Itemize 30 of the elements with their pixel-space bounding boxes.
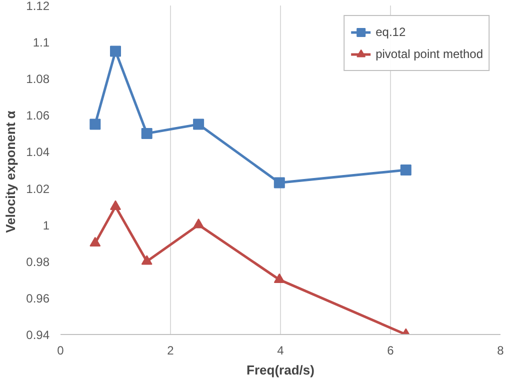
y-tick-label: 1.06 xyxy=(26,108,50,123)
y-tick-label: 1 xyxy=(42,218,50,232)
y-tick-label: 0.94 xyxy=(26,328,50,342)
x-tick-label: 2 xyxy=(167,344,174,358)
point xyxy=(141,128,152,139)
y-tick-label: 0.96 xyxy=(26,291,50,306)
x-tick-label: 0 xyxy=(57,344,64,358)
point xyxy=(274,177,285,188)
point xyxy=(90,236,101,246)
point xyxy=(110,200,121,210)
x-tick-label: 8 xyxy=(497,344,504,358)
legend-label: eq.12 xyxy=(376,25,406,39)
point xyxy=(274,273,285,284)
x-axis-title: Freq(rad/s) xyxy=(246,362,314,378)
y-tick-label: 1.08 xyxy=(26,72,50,86)
point xyxy=(90,118,101,130)
x-tick-label: 4 xyxy=(277,344,284,358)
y-tick-label: 1.1 xyxy=(32,36,50,50)
point xyxy=(400,164,412,176)
x-tick-label: 6 xyxy=(387,344,394,358)
y-tick-label: 1.02 xyxy=(26,182,50,196)
point xyxy=(110,46,121,57)
y-axis-title: Velocity exponent α xyxy=(3,110,18,233)
y-tick-label: 1.04 xyxy=(26,145,50,160)
point xyxy=(141,255,152,265)
point xyxy=(193,118,204,130)
point xyxy=(193,218,204,228)
legend-label: pivotal point method xyxy=(376,47,483,61)
y-tick-label: 1.12 xyxy=(26,0,50,13)
y-tick-label: 0.98 xyxy=(26,254,50,269)
